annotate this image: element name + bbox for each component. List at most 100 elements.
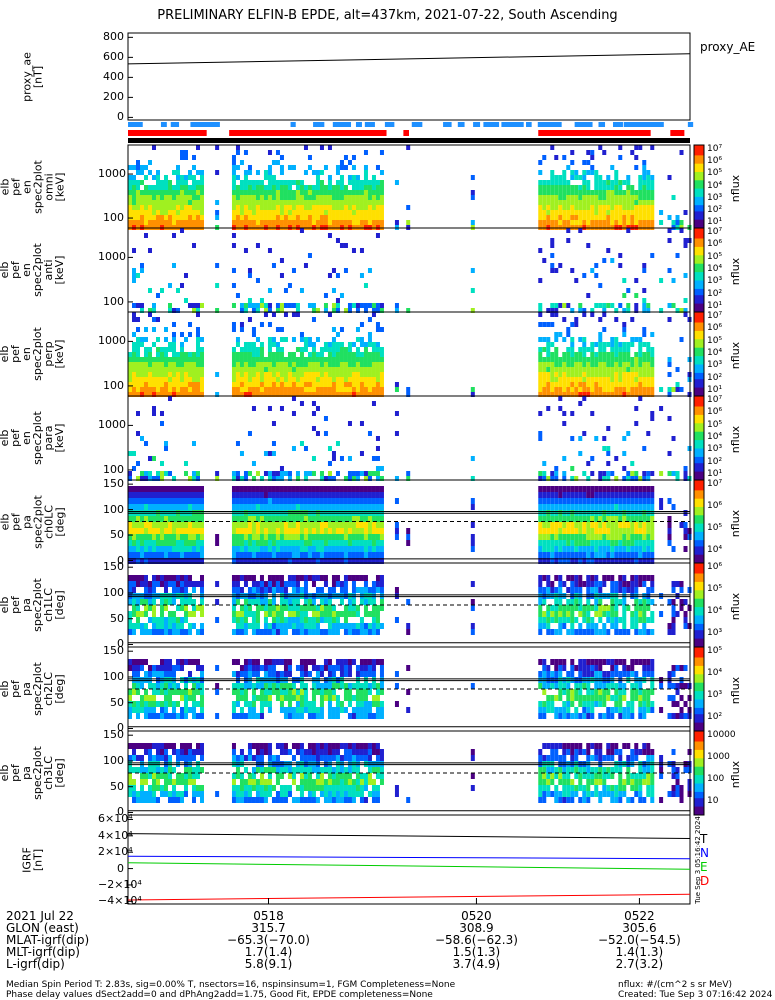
heatmap-cell: [542, 516, 547, 522]
heatmap-cell: [634, 145, 639, 150]
heatmap-cell: [156, 528, 160, 534]
heatmap-cell: [650, 253, 655, 258]
heatmap-cell: [200, 392, 204, 397]
heatmap-cell: [375, 456, 380, 461]
heatmap-cell: [626, 190, 631, 195]
heatmap-cell: [562, 190, 567, 195]
heatmap-cell: [614, 372, 619, 377]
heatmap-cell: [291, 629, 296, 635]
heatmap-cell: [343, 347, 348, 352]
heatmap-cell: [394, 431, 399, 436]
heatmap-cell: [231, 180, 236, 185]
heatmap-cell: [406, 599, 411, 605]
heatmap-cell: [184, 575, 188, 581]
heatmap-cell: [339, 492, 344, 498]
heatmap-cell: [231, 498, 236, 504]
colorbar-segment: [694, 159, 704, 163]
heatmap-cell: [347, 372, 352, 377]
heatmap-cell: [231, 185, 236, 190]
heatmap-cell: [243, 471, 248, 476]
heatmap-cell: [231, 362, 236, 367]
heatmap-cell: [335, 382, 340, 387]
heatmap-cell: [470, 581, 475, 587]
heatmap-cell: [156, 671, 160, 677]
colorbar-segment: [694, 454, 704, 458]
heatmap-cell: [550, 558, 555, 564]
heatmap-cell: [287, 195, 292, 200]
heatmap-cell: [359, 352, 364, 357]
heatmap-cell: [558, 392, 563, 397]
heatmap-cell: [200, 528, 204, 534]
heatmap-cell: [156, 170, 160, 175]
heatmap-cell: [128, 471, 132, 476]
heatmap-cell: [132, 165, 136, 170]
heatmap-cell: [634, 471, 639, 476]
heatmap-cell: [394, 528, 399, 534]
heatmap-cell: [562, 170, 567, 175]
heatmap-cell: [347, 362, 352, 367]
heatmap-cell: [574, 558, 579, 564]
heatmap-cell: [622, 599, 627, 605]
heatmap-cell: [554, 377, 559, 382]
heatmap-cell: [283, 623, 288, 629]
heatmap-cell: [606, 342, 611, 347]
heatmap-cell: [299, 387, 304, 392]
colorbar-segment: [694, 486, 704, 489]
heatmap-cell: [379, 180, 384, 185]
heatmap-cell: [630, 581, 635, 587]
heatmap-cell: [331, 534, 336, 540]
heatmap-cell: [638, 522, 643, 528]
heatmap-cell: [371, 195, 376, 200]
heatmap-cell: [574, 492, 579, 498]
heatmap-cell: [275, 150, 280, 155]
heatmap-cell: [586, 377, 591, 382]
heatmap-cell: [339, 387, 344, 392]
heatmap-cell: [542, 552, 547, 558]
heatmap-cell: [172, 701, 176, 707]
heatmap-cell: [192, 185, 196, 190]
heatmap-cell: [578, 200, 583, 205]
heatmap-cell: [659, 220, 664, 225]
heatmap-cell: [626, 587, 631, 593]
heatmap-cell: [558, 332, 563, 337]
heatmap-cell: [132, 492, 136, 498]
heatmap-cell: [263, 689, 268, 695]
heatmap-cell: [594, 303, 599, 308]
heatmap-cell: [586, 461, 591, 466]
heatmap-cell: [331, 552, 336, 558]
heatmap-cell: [172, 546, 176, 552]
heatmap-cell: [634, 623, 639, 629]
heatmap-cell: [331, 327, 336, 332]
heatmap-cell: [303, 362, 308, 367]
heatmap-cell: [180, 220, 184, 225]
heatmap-cell: [538, 629, 543, 635]
heatmap-cell: [646, 558, 651, 564]
heatmap-cell: [295, 504, 300, 510]
heatmap-cell: [168, 659, 172, 665]
heatmap-cell: [343, 210, 348, 215]
heatmap-cell: [291, 165, 296, 170]
heatmap-cell: [267, 337, 272, 342]
heatmap-cell: [570, 534, 575, 540]
heatmap-cell: [578, 210, 583, 215]
heatmap-cell: [347, 486, 352, 492]
heatmap-cell: [634, 155, 639, 160]
heatmap-cell: [196, 308, 200, 313]
heatmap-cell: [303, 516, 308, 522]
heatmap-cell: [367, 486, 372, 492]
heatmap-cell: [347, 593, 352, 599]
heatmap-cell: [646, 372, 651, 377]
heatmap-cell: [602, 546, 607, 552]
heatmap-cell: [335, 195, 340, 200]
heatmap-cell: [634, 486, 639, 492]
heatmap-cell: [235, 504, 240, 510]
heatmap-cell: [371, 581, 376, 587]
heatmap-cell: [679, 587, 684, 593]
heatmap-cell: [327, 623, 332, 629]
heatmap-cell: [371, 540, 376, 546]
heatmap-cell: [363, 528, 368, 534]
heatmap-cell: [574, 200, 579, 205]
heatmap-cell: [267, 486, 272, 492]
heatmap-cell: [371, 347, 376, 352]
heatmap-cell: [642, 357, 647, 362]
